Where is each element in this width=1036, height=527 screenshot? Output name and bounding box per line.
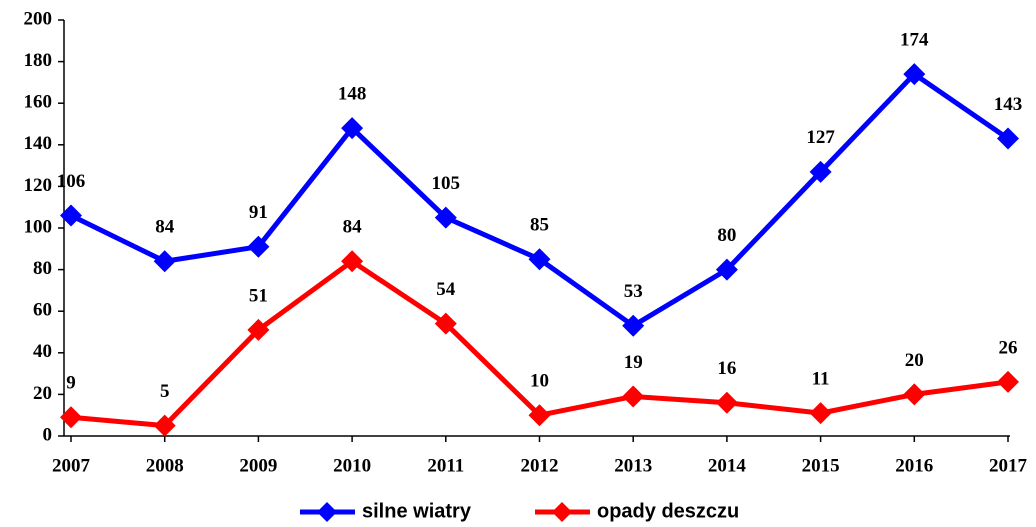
marker [247, 235, 270, 258]
marker [341, 117, 364, 140]
marker [809, 402, 832, 425]
data-label: 80 [717, 225, 736, 246]
data-label: 26 [999, 337, 1018, 358]
y-tick-label: 200 [24, 8, 53, 29]
legend-label: silne wiatry [362, 500, 472, 522]
marker [528, 404, 551, 427]
data-label: 19 [624, 352, 643, 373]
data-label: 105 [432, 173, 461, 194]
data-label: 9 [66, 373, 76, 394]
data-label: 106 [57, 171, 86, 192]
x-tick-label: 2007 [52, 455, 91, 476]
data-label: 84 [155, 217, 175, 238]
y-tick-label: 0 [43, 424, 53, 445]
x-tick-label: 2017 [989, 455, 1028, 476]
x-tick-label: 2010 [333, 455, 371, 476]
data-label: 54 [436, 279, 456, 300]
marker [434, 312, 457, 335]
y-tick-label: 20 [33, 383, 52, 404]
data-label: 143 [994, 94, 1023, 115]
data-label: 51 [249, 285, 268, 306]
data-label: 5 [160, 381, 170, 402]
x-tick-label: 2012 [521, 455, 559, 476]
marker [434, 206, 457, 229]
marker [715, 258, 738, 281]
marker [903, 383, 926, 406]
data-label: 16 [717, 358, 736, 379]
series-line [69, 71, 1010, 329]
legend-label: opady deszczu [597, 500, 739, 522]
marker [809, 160, 832, 183]
y-tick-label: 100 [24, 216, 53, 237]
marker [903, 63, 926, 86]
marker [528, 248, 551, 271]
legend-marker [317, 502, 337, 522]
marker [60, 204, 82, 227]
x-tick-label: 2016 [895, 455, 933, 476]
marker [997, 127, 1019, 150]
legend-marker [552, 502, 572, 522]
y-tick-label: 160 [24, 92, 53, 113]
marker [153, 250, 176, 273]
data-label: 127 [806, 127, 835, 148]
series-line [70, 258, 1009, 429]
x-tick-label: 2015 [802, 455, 840, 476]
marker [997, 370, 1019, 393]
data-label: 84 [343, 217, 363, 238]
y-tick-label: 180 [24, 50, 53, 71]
data-label: 85 [530, 215, 549, 236]
data-label: 11 [812, 368, 830, 389]
data-label: 148 [338, 84, 367, 105]
marker [247, 318, 270, 341]
data-label: 10 [530, 371, 549, 392]
data-label: 174 [900, 29, 929, 50]
x-tick-label: 2011 [427, 455, 464, 476]
marker [622, 385, 645, 408]
y-tick-label: 120 [24, 175, 53, 196]
marker [153, 414, 176, 437]
data-label: 91 [249, 202, 268, 223]
x-tick-label: 2009 [239, 455, 277, 476]
y-tick-label: 60 [33, 300, 52, 321]
data-label: 20 [905, 350, 924, 371]
x-tick-label: 2013 [614, 455, 652, 476]
x-tick-label: 2014 [708, 455, 747, 476]
marker [622, 314, 645, 337]
x-tick-label: 2008 [146, 455, 184, 476]
y-tick-label: 80 [33, 258, 52, 279]
data-label: 53 [624, 281, 643, 302]
y-tick-label: 140 [24, 133, 53, 154]
marker [60, 406, 82, 429]
y-tick-label: 40 [33, 341, 52, 362]
marker [715, 391, 738, 414]
marker [341, 250, 364, 273]
